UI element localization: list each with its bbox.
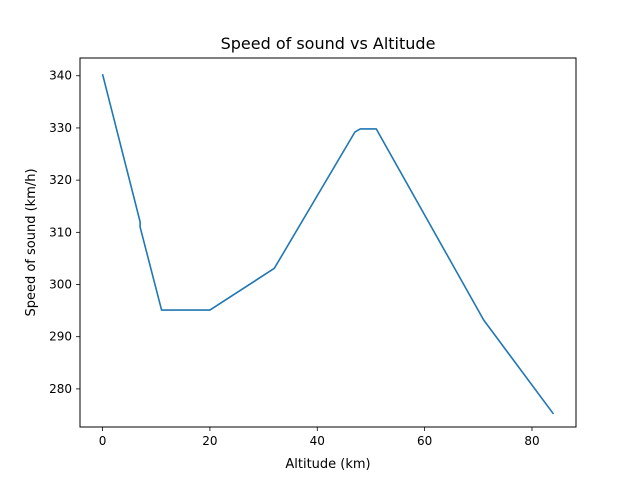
y-tick-label: 320 — [49, 173, 72, 187]
y-tick-label: 310 — [49, 225, 72, 239]
x-tick-label: 0 — [99, 434, 107, 448]
y-tick-label: 340 — [49, 69, 72, 83]
y-axis-ticks: 280 290 300 310 320 330 340 — [49, 69, 80, 396]
y-tick-label: 280 — [49, 382, 72, 396]
chart-title: Speed of sound vs Altitude — [221, 34, 436, 53]
y-tick-label: 300 — [49, 278, 72, 292]
x-axis-title: Altitude (km) — [285, 457, 370, 472]
plot-area — [79, 57, 577, 428]
series-line — [101, 73, 555, 415]
x-axis-ticks: 0 20 40 60 80 — [99, 427, 540, 448]
x-tick-label: 20 — [202, 434, 217, 448]
x-tick-label: 40 — [310, 434, 325, 448]
axes-frame — [79, 57, 577, 428]
x-tick-label: 60 — [417, 434, 432, 448]
x-tick-label: 80 — [524, 434, 539, 448]
y-tick-label: 290 — [49, 330, 72, 344]
y-axis-title: Speed of sound (km/h) — [24, 168, 39, 316]
y-tick-label: 330 — [49, 121, 72, 135]
